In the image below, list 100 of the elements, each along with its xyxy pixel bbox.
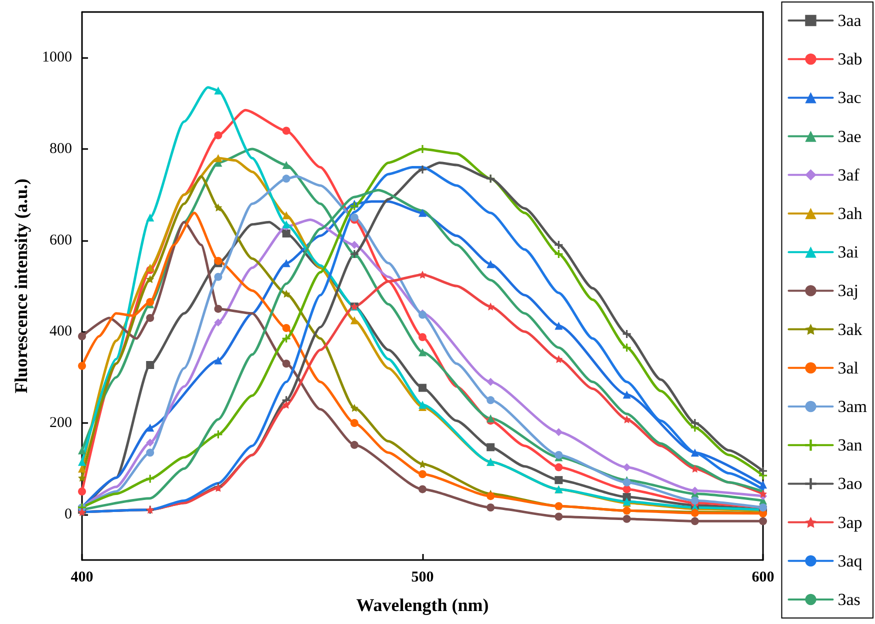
point [214,203,222,212]
point [282,220,290,228]
legend-label: 3ae [838,126,862,146]
point [418,208,426,217]
point [418,333,426,342]
x-tick-label: 400 [70,570,94,586]
point [78,458,86,466]
point [622,485,631,494]
point [418,470,426,478]
legend-label: 3ao [838,474,862,494]
point [282,174,290,183]
point [214,430,222,438]
point [690,419,699,427]
point [418,166,426,174]
point [622,390,631,399]
point [214,256,222,265]
point [759,466,767,475]
legend-label: 3ap [838,512,862,532]
y-tick-label: 800 [50,141,72,157]
legend-label: 3al [838,358,859,378]
legend-label: 3ab [838,50,862,69]
point [486,414,495,422]
point [146,448,154,457]
point [622,344,631,352]
point [350,240,358,249]
point [350,404,358,412]
legend-label: 3ah [838,204,863,223]
point [146,214,154,222]
y-tick-label: 0 [64,506,72,522]
point [759,490,767,498]
point [622,463,631,472]
point [282,160,290,169]
point [759,480,767,489]
point [486,492,495,500]
point [554,250,563,258]
point [282,229,290,238]
point [554,240,563,249]
point [418,348,426,356]
point [622,330,631,338]
point [554,476,563,484]
point [690,486,699,495]
point [350,440,358,449]
legend-label: 3ac [838,88,862,108]
point [350,202,358,210]
point [282,126,290,135]
point [78,332,86,340]
point [214,154,222,162]
point [418,384,426,392]
legend-label: 3aa [838,11,862,30]
point [486,378,495,386]
point [622,492,631,501]
legend-label: 3an [838,436,863,455]
point [282,400,290,409]
point [350,316,358,324]
point [146,438,154,447]
point [554,322,563,330]
point [418,270,426,279]
point [486,260,495,268]
point [554,428,563,436]
point [350,419,358,427]
point [78,474,86,482]
legend-label: 3af [838,165,860,184]
point [554,355,563,364]
point [554,512,563,521]
point [78,362,86,370]
point [214,318,222,327]
y-tick-label: 200 [50,415,72,431]
point [282,259,290,268]
point [486,503,495,512]
point [486,396,495,404]
y-axis-title: Fluorescence intensity (a.u.) [11,178,31,394]
point [486,443,495,452]
point [214,272,222,281]
legend-label: 3ai [838,242,859,262]
point [622,514,631,523]
point [282,360,290,368]
y-tick-label: 600 [50,232,72,248]
point [146,275,154,284]
point [214,131,222,140]
point [690,517,699,526]
legend-label: 3am [838,397,868,416]
point [418,145,426,153]
point [350,214,358,222]
point [146,474,154,483]
point [690,448,699,457]
point [554,450,563,459]
point [282,334,290,343]
point [78,446,86,454]
point [759,517,767,526]
point [146,298,154,306]
point [282,324,290,332]
point [146,264,154,272]
point [554,463,563,472]
point [418,485,426,494]
legend-label: 3aq [838,551,863,570]
y-tick-label: 1000 [42,50,72,66]
y-tick-label: 400 [50,324,72,340]
point [146,361,154,370]
legend-label: 3as [838,590,860,609]
point [214,304,222,313]
